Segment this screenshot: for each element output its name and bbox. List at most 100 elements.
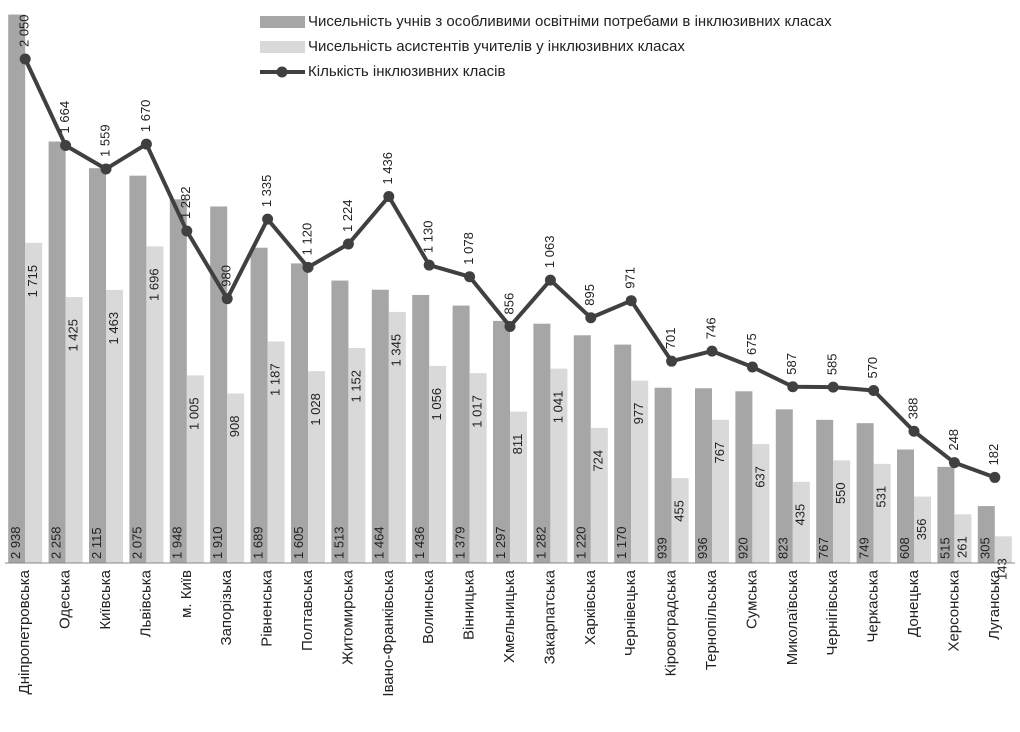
- x-tick-label: Запорізька: [218, 569, 235, 645]
- data-label: 724: [591, 450, 606, 472]
- data-label: 1 297: [493, 526, 508, 559]
- x-tick-label: Волинська: [420, 569, 437, 644]
- data-label: 1 041: [550, 391, 565, 424]
- x-tick-label: Одеська: [57, 569, 74, 629]
- data-label: 1 130: [421, 221, 436, 254]
- data-label: 980: [219, 265, 234, 287]
- data-label: 701: [663, 327, 678, 349]
- data-label: 435: [793, 504, 808, 526]
- legend-swatch: [276, 66, 288, 78]
- data-label: 182: [986, 444, 1001, 466]
- bar: [267, 341, 285, 563]
- legend-label: Кількість інклюзивних класів: [308, 63, 505, 80]
- line-point: [706, 345, 718, 357]
- data-label: 1 605: [291, 526, 306, 559]
- x-tick-label: Черкаська: [865, 569, 882, 642]
- line-point: [221, 293, 233, 305]
- bar: [671, 478, 689, 563]
- data-label: 388: [905, 398, 920, 420]
- bar: [695, 388, 712, 563]
- data-label: 570: [865, 357, 880, 379]
- line-point: [464, 271, 476, 283]
- data-label: 1 335: [259, 175, 274, 208]
- bar: [631, 380, 649, 563]
- data-label: 811: [510, 434, 525, 455]
- line-point: [181, 225, 193, 237]
- bar: [210, 206, 228, 563]
- data-label: 936: [695, 537, 710, 559]
- line-point: [100, 163, 112, 175]
- line-point: [504, 320, 516, 332]
- data-label: 856: [501, 293, 516, 315]
- data-label: 977: [631, 403, 646, 425]
- line-point: [827, 381, 839, 393]
- data-label: 1 028: [308, 393, 323, 426]
- legend-swatch: [260, 16, 305, 28]
- data-label: 1 664: [57, 101, 72, 134]
- line-point: [666, 355, 678, 367]
- bar: [25, 242, 43, 563]
- x-tick-label: Херсонська: [945, 569, 962, 651]
- bar: [348, 347, 366, 563]
- bar: [977, 506, 995, 563]
- data-label: 1 436: [380, 152, 395, 185]
- data-label: 1 017: [470, 395, 485, 428]
- bar: [510, 411, 527, 563]
- x-tick-label: Закарпатська: [541, 569, 558, 664]
- data-label: 1 005: [187, 397, 202, 430]
- line-point: [868, 385, 880, 397]
- bar: [129, 175, 147, 563]
- data-label: 1 282: [533, 526, 548, 559]
- bar: [654, 387, 672, 563]
- x-tick-label: Тернопільська: [703, 569, 720, 670]
- bar: [186, 375, 204, 563]
- data-label: 1 513: [331, 526, 346, 559]
- data-label: 1 224: [340, 199, 355, 232]
- data-label: 939: [655, 537, 670, 559]
- legend-label: Чисельність асистентів учителів у інклюз…: [308, 38, 685, 55]
- line-point: [585, 312, 597, 324]
- data-label: 2 115: [89, 527, 104, 559]
- data-label: 1 670: [138, 100, 153, 133]
- bar: [550, 368, 568, 563]
- bar: [250, 247, 268, 563]
- data-label: 1 152: [348, 370, 363, 403]
- data-label: 920: [735, 537, 750, 559]
- bar: [712, 419, 729, 563]
- data-label: 767: [712, 442, 727, 464]
- data-label: 143: [995, 558, 1010, 580]
- data-label: 1 436: [412, 526, 427, 559]
- bar: [735, 391, 753, 563]
- legend-label: Чисельність учнів з особливими освітніми…: [308, 13, 832, 30]
- data-label: 823: [776, 537, 791, 559]
- bar: [106, 289, 123, 563]
- line-point: [948, 457, 960, 469]
- bar: [590, 427, 608, 563]
- line-point: [302, 261, 314, 273]
- data-label: 1 120: [299, 223, 314, 256]
- bar: [614, 344, 632, 563]
- data-label: 1 056: [429, 388, 444, 421]
- x-tick-label: Житомирська: [339, 569, 356, 665]
- bar: [412, 294, 430, 563]
- x-tick-label: Чернівецька: [622, 569, 639, 656]
- line-point: [383, 191, 395, 203]
- x-tick-label: Сумська: [743, 569, 760, 629]
- data-label: 608: [897, 537, 912, 559]
- data-label: 1 379: [453, 526, 468, 559]
- bar: [775, 409, 793, 563]
- data-label: 1 715: [25, 265, 40, 298]
- data-label: 1 463: [106, 312, 121, 345]
- bar: [65, 297, 83, 563]
- bar: [533, 323, 551, 563]
- bar: [227, 393, 245, 563]
- x-tick-label: Чернігівська: [824, 569, 841, 655]
- x-tick-label: Дніпропетровська: [16, 569, 33, 694]
- bar: [493, 320, 510, 563]
- data-label: 2 050: [17, 14, 32, 47]
- data-label: 1 282: [178, 186, 193, 219]
- data-label: 261: [954, 536, 969, 558]
- data-label: 767: [816, 537, 831, 559]
- bar: [792, 481, 810, 563]
- data-label: 531: [874, 486, 889, 508]
